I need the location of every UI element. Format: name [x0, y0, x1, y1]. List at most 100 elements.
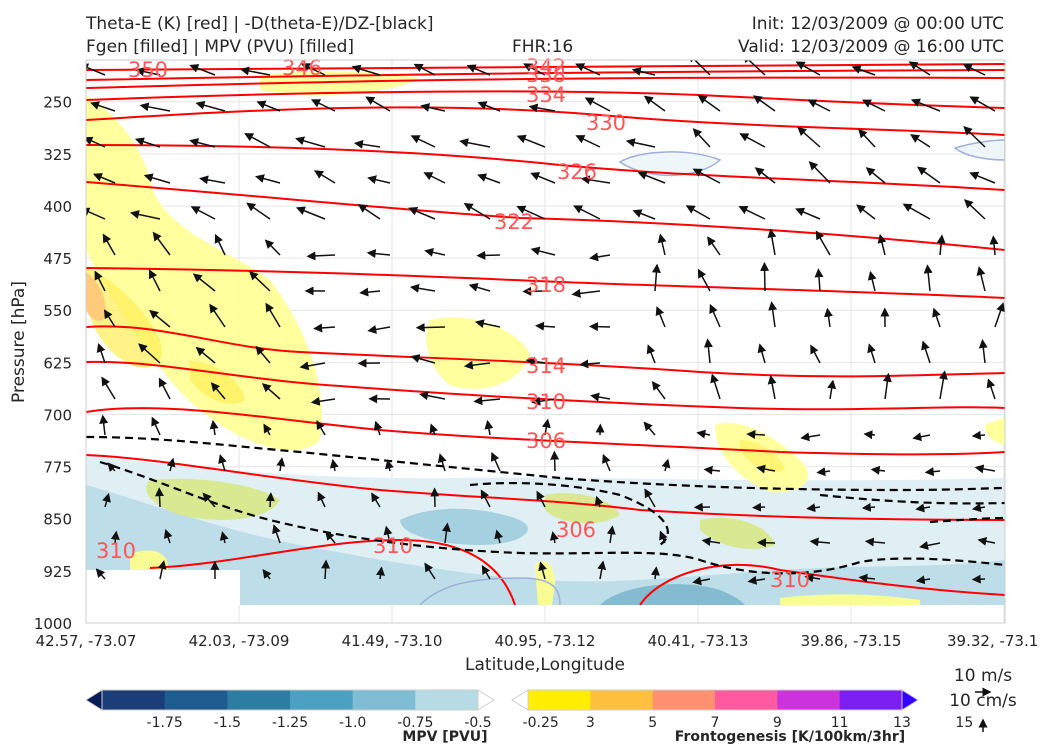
- wind-vector: [808, 161, 831, 184]
- wind-vector: [932, 307, 941, 328]
- wind-vector: [329, 458, 339, 472]
- wind-vector: [463, 203, 491, 220]
- theta-e-contour-label: 310: [526, 390, 566, 414]
- wind-vector: [767, 374, 777, 400]
- wind-vector: [530, 172, 556, 184]
- plot-area: 350 346 3423383343303263223183143103063063…: [85, 55, 1006, 624]
- wind-vector: [459, 138, 491, 148]
- wind-vector: [976, 266, 986, 292]
- wind-vector: [625, 138, 656, 148]
- valid-time: Valid: 12/03/2009 @ 16:00 UTC: [738, 37, 1004, 57]
- wind-key-horizontal-label: 10 m/s: [954, 666, 1012, 686]
- wind-vector: [321, 559, 331, 580]
- wind-vector: [579, 359, 601, 369]
- wind-vector: [523, 63, 546, 76]
- wind-vector: [516, 134, 546, 148]
- wind-vector: [538, 561, 547, 580]
- theta-e-contour-label: 338: [526, 63, 566, 87]
- wind-vector: [300, 63, 326, 76]
- wind-vector: [703, 338, 713, 364]
- wind-vector: [477, 101, 501, 112]
- wind-vector: [594, 495, 604, 508]
- fgen-fill-right-core: [740, 440, 785, 473]
- wind-vector: [575, 63, 601, 76]
- y-axis-ticks: 250 325 400 475 550 625 700 775 850 925 1000: [34, 94, 72, 633]
- wind-vector: [797, 126, 821, 148]
- mpv-colorbar: -1.75 -1.5 -1.25 -1.0 -0.75 -0.5 -0.25: [85, 689, 559, 731]
- fgen-colorbar-segment: [839, 690, 903, 710]
- wind-vector: [110, 530, 120, 544]
- wind-vector: [807, 99, 831, 112]
- fgen-colorbar-tick: 13: [893, 715, 911, 731]
- x-tick-label: 39.32, -73.1: [947, 632, 1038, 650]
- wind-vector: [747, 575, 766, 585]
- wind-vector: [535, 321, 556, 331]
- y-tick-label: 250: [43, 94, 72, 112]
- wind-vector: [138, 343, 161, 364]
- wind-vector: [902, 203, 931, 220]
- wind-vector: [525, 356, 546, 366]
- theta-e-contour: [86, 407, 1005, 456]
- frontogenesis-colorbar: 3 5 7 9 11 13 15: [511, 689, 973, 731]
- mpv-fill-corner: [953, 139, 1005, 161]
- theta-e-contour-label: 334: [526, 83, 566, 107]
- wind-vector: [157, 560, 167, 580]
- wind-vector: [963, 125, 986, 148]
- wind-vector: [804, 573, 821, 583]
- wind-vector: [310, 396, 336, 406]
- wind-vector: [710, 373, 721, 400]
- wind-vector: [149, 269, 161, 292]
- wind-vector: [631, 67, 656, 76]
- y-tick-label: 925: [43, 563, 72, 581]
- wind-vector: [134, 137, 161, 148]
- theta-e-contour: [86, 144, 1005, 191]
- contour-labels: 350 346 3423383343303263223183143103063063…: [96, 55, 810, 592]
- wind-vector: [256, 100, 281, 112]
- wind-vector: [429, 423, 439, 436]
- wind-vector: [101, 376, 116, 400]
- wind-vector: [861, 99, 886, 112]
- x-tick-label: 41.49, -73.10: [342, 632, 443, 650]
- wind-vector: [473, 396, 501, 406]
- fgen-fill-bottom-strip: [535, 561, 555, 605]
- title-fields-line2: Fgen [filled] | MPV (PVU) [filled]: [86, 37, 355, 57]
- fgen-colorbar-frame: [527, 689, 903, 711]
- mpv-outline: [419, 577, 561, 606]
- wind-vector: [687, 60, 711, 76]
- y-tick-label: 1000: [34, 615, 72, 633]
- theta-e-contour: [86, 76, 1005, 89]
- wind-vector: [742, 60, 766, 76]
- wind-vector: [550, 450, 560, 472]
- wind-vector: [210, 382, 226, 400]
- wind-vector: [580, 175, 611, 185]
- wind-vector: [936, 234, 946, 256]
- wind-vector: [262, 569, 272, 580]
- wind-vector: [376, 566, 385, 580]
- wind-vector: [531, 396, 556, 406]
- fgen-colorbar-segment: [652, 690, 716, 710]
- wind-vector: [155, 487, 165, 508]
- wind-vector: [760, 261, 770, 292]
- wind-vector: [384, 459, 394, 472]
- fgen-fill-upper-left: [86, 95, 322, 451]
- wind-vector: [415, 323, 446, 333]
- wind-vector: [99, 414, 109, 436]
- wind-vector: [261, 383, 281, 400]
- wind-vector: [413, 63, 436, 76]
- mpv-colorbar-segment: [164, 690, 228, 710]
- wind-vector: [219, 531, 229, 544]
- mpv-colorbar-segment: [290, 690, 354, 710]
- wind-vector: [143, 173, 171, 184]
- wind-vector: [856, 204, 876, 220]
- wind-vector: [408, 207, 436, 220]
- wind-vector: [516, 205, 546, 220]
- wind-vector: [962, 64, 986, 76]
- wind-vector: [643, 421, 656, 436]
- wind-vector: [190, 206, 216, 220]
- stability-contours: [86, 435, 1005, 575]
- wind-vector: [367, 325, 391, 334]
- wind-vector: [255, 174, 281, 184]
- wind-vector: [651, 380, 666, 400]
- mpv-colorbar-segment: [352, 690, 416, 710]
